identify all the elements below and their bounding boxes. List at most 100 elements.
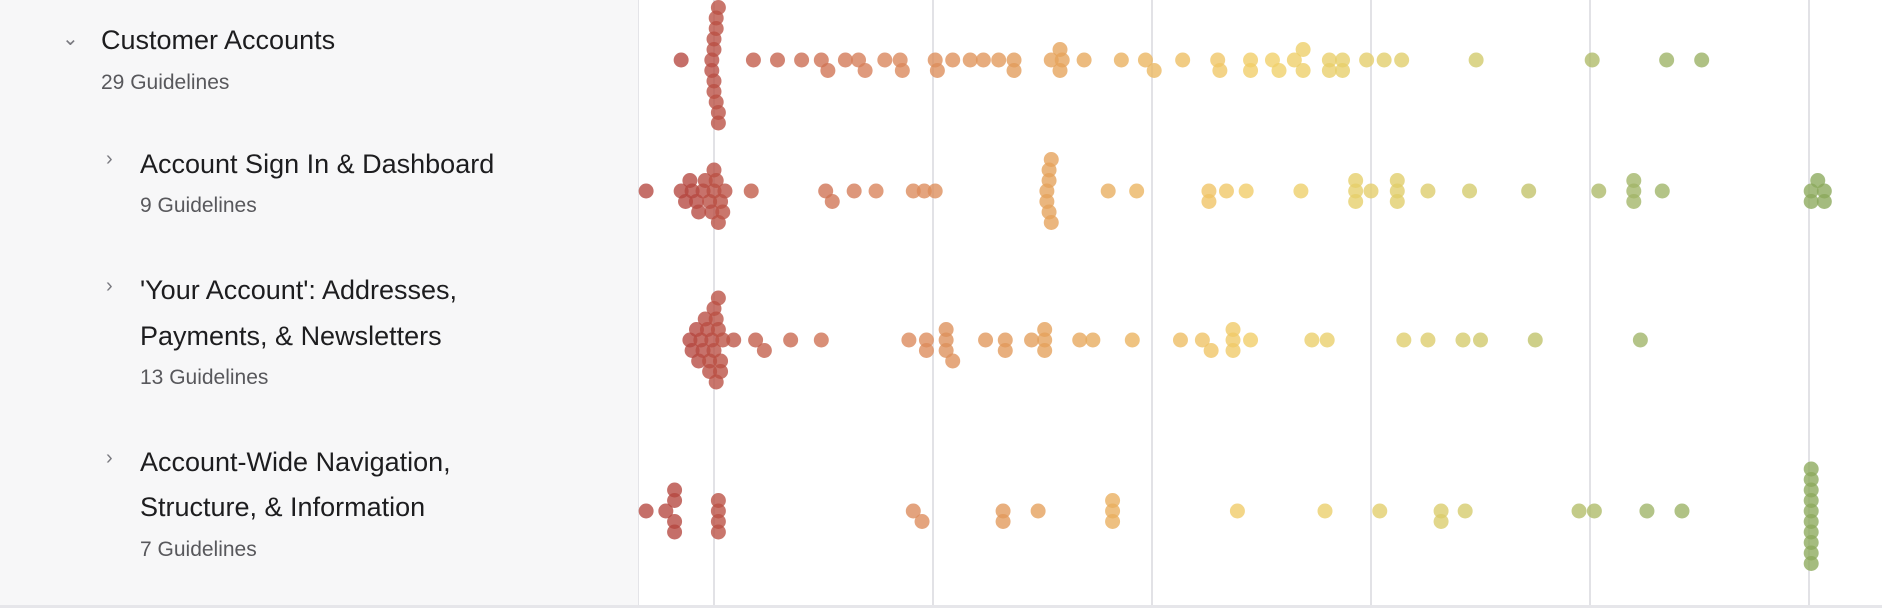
data-point[interactable] (710, 0, 726, 15)
data-point[interactable] (1396, 332, 1412, 348)
data-point[interactable] (710, 105, 726, 120)
data-point[interactable] (918, 332, 934, 348)
data-point[interactable] (715, 204, 731, 220)
data-point[interactable] (938, 322, 954, 337)
data-point[interactable] (905, 183, 921, 199)
data-point[interactable] (743, 183, 759, 199)
data-point[interactable] (1586, 503, 1602, 519)
data-point[interactable] (1591, 183, 1607, 199)
data-point[interactable] (673, 52, 689, 68)
data-point[interactable] (1420, 183, 1436, 199)
data-point[interactable] (1225, 322, 1241, 337)
data-point[interactable] (1201, 194, 1217, 209)
data-point[interactable] (1348, 173, 1364, 188)
data-point[interactable] (1584, 52, 1600, 68)
data-point[interactable] (1243, 332, 1259, 348)
data-point[interactable] (710, 514, 726, 529)
data-point[interactable] (713, 353, 729, 369)
data-point[interactable] (1335, 63, 1351, 78)
data-point[interactable] (824, 194, 840, 209)
data-point[interactable] (1041, 173, 1057, 188)
data-point[interactable] (1359, 52, 1375, 68)
data-point[interactable] (1468, 52, 1484, 68)
data-point[interactable] (1803, 503, 1819, 519)
data-point[interactable] (1363, 183, 1379, 199)
data-point[interactable] (667, 482, 683, 498)
data-point[interactable] (1037, 322, 1053, 337)
chevron-right-icon[interactable]: › (106, 275, 113, 297)
data-point[interactable] (1243, 52, 1259, 68)
data-point[interactable] (1639, 503, 1655, 519)
data-point[interactable] (1043, 152, 1059, 167)
group-title-your-account-line2[interactable]: Payments, & Newsletters (140, 321, 442, 351)
data-point[interactable] (1037, 332, 1053, 348)
data-point[interactable] (1803, 472, 1819, 487)
group-title-customer-accounts[interactable]: Customer Accounts (101, 25, 336, 55)
data-point[interactable] (1113, 52, 1129, 68)
data-point[interactable] (1317, 503, 1333, 519)
data-point[interactable] (813, 332, 829, 348)
data-point[interactable] (1203, 343, 1219, 358)
data-point[interactable] (1376, 52, 1392, 68)
data-point[interactable] (975, 52, 991, 68)
data-point[interactable] (1659, 52, 1675, 68)
data-point[interactable] (1816, 194, 1832, 209)
data-point[interactable] (748, 332, 764, 348)
data-point[interactable] (1803, 514, 1819, 529)
data-point[interactable] (691, 204, 707, 220)
data-point[interactable] (1626, 194, 1642, 209)
data-point[interactable] (1030, 503, 1046, 519)
data-point[interactable] (1271, 63, 1287, 78)
data-point[interactable] (837, 52, 853, 68)
chevron-right-icon[interactable]: › (106, 447, 113, 469)
data-point[interactable] (1803, 545, 1819, 561)
data-point[interactable] (1626, 183, 1642, 199)
data-point[interactable] (995, 514, 1011, 529)
data-point[interactable] (894, 63, 910, 78)
data-point[interactable] (1006, 63, 1022, 78)
data-point[interactable] (717, 183, 733, 199)
data-point[interactable] (1632, 332, 1648, 348)
data-point[interactable] (1335, 52, 1351, 68)
data-point[interactable] (1803, 482, 1819, 498)
data-point[interactable] (1105, 493, 1121, 508)
data-point[interactable] (708, 21, 724, 36)
data-point[interactable] (708, 173, 724, 188)
data-point[interactable] (667, 493, 683, 508)
data-point[interactable] (1043, 215, 1059, 230)
data-point[interactable] (1457, 503, 1473, 519)
chevron-down-icon[interactable]: ⌄ (62, 28, 79, 50)
data-point[interactable] (710, 493, 726, 508)
data-point[interactable] (1433, 503, 1449, 519)
data-point[interactable] (1527, 332, 1543, 348)
data-point[interactable] (945, 353, 961, 369)
data-point[interactable] (914, 514, 930, 529)
data-point[interactable] (1321, 63, 1337, 78)
data-point[interactable] (1229, 503, 1245, 519)
data-point[interactable] (713, 364, 729, 379)
data-point[interactable] (1194, 332, 1210, 348)
data-point[interactable] (1201, 183, 1217, 199)
data-point[interactable] (945, 52, 961, 68)
data-point[interactable] (756, 343, 772, 358)
data-point[interactable] (710, 524, 726, 540)
data-point[interactable] (1455, 332, 1471, 348)
data-point[interactable] (857, 63, 873, 78)
group-title-account-wide-nav-line2[interactable]: Structure, & Information (140, 492, 426, 522)
data-point[interactable] (1218, 183, 1234, 199)
data-point[interactable] (1803, 493, 1819, 508)
data-point[interactable] (1172, 332, 1188, 348)
data-point[interactable] (1348, 194, 1364, 209)
data-point[interactable] (978, 332, 994, 348)
data-point[interactable] (997, 332, 1013, 348)
data-point[interactable] (1054, 52, 1070, 68)
data-point[interactable] (1243, 63, 1259, 78)
data-point[interactable] (1076, 52, 1092, 68)
data-point[interactable] (916, 183, 932, 199)
data-point[interactable] (1420, 332, 1436, 348)
data-point[interactable] (1348, 183, 1364, 199)
data-point[interactable] (770, 52, 786, 68)
data-point[interactable] (1212, 63, 1228, 78)
data-point[interactable] (1043, 52, 1059, 68)
data-point[interactable] (638, 503, 654, 519)
